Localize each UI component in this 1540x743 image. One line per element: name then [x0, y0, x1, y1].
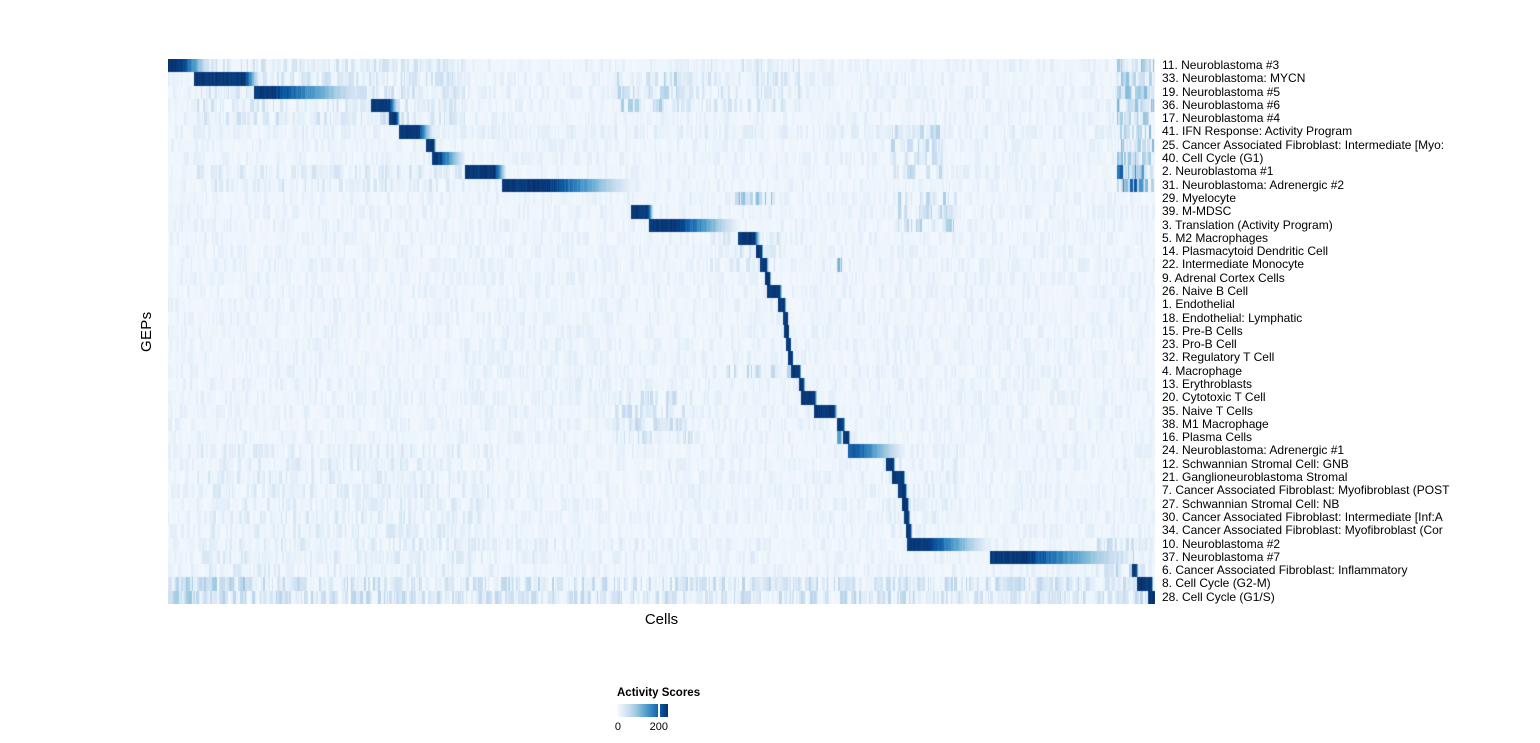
- legend-title: Activity Scores: [617, 687, 701, 699]
- row-label: 37. Neuroblastoma #7: [1162, 550, 1281, 564]
- y-axis-label: GEPs: [138, 311, 155, 353]
- row-label: 8. Cell Cycle (G2-M): [1162, 577, 1271, 591]
- row-label: 26. Naive B Cell: [1162, 284, 1249, 298]
- legend-gradient-bar: [617, 704, 668, 717]
- row-label: 15. Pre-B Cells: [1162, 324, 1243, 338]
- row-label: 40. Cell Cycle (G1): [1162, 152, 1264, 166]
- row-label: 28. Cell Cycle (G1/S): [1162, 590, 1275, 604]
- row-label: 30. Cancer Associated Fibroblast: Interm…: [1162, 510, 1443, 524]
- row-label: 34. Cancer Associated Fibroblast: Myofib…: [1162, 524, 1443, 538]
- row-label: 23. Pro-B Cell: [1162, 338, 1237, 352]
- row-label: 12. Schwannian Stromal Cell: GNB: [1162, 457, 1349, 471]
- heatmap-canvas: [168, 59, 1155, 604]
- row-label: 22. Intermediate Monocyte: [1162, 258, 1305, 272]
- legend-tick-max: 200: [649, 721, 668, 733]
- row-label: 4. Macrophage: [1162, 364, 1243, 378]
- row-label: 17. Neuroblastoma #4: [1162, 112, 1281, 126]
- row-label: 31. Neuroblastoma: Adrenergic #2: [1162, 178, 1345, 192]
- row-label: 35. Naive T Cells: [1162, 404, 1253, 418]
- row-label: 3. Translation (Activity Program): [1162, 218, 1333, 232]
- row-label: 18. Endothelial: Lymphatic: [1162, 311, 1303, 325]
- row-label: 1. Endothelial: [1162, 298, 1235, 312]
- row-label: 27. Schwannian Stromal Cell: NB: [1162, 497, 1340, 511]
- row-label: 32. Regulatory T Cell: [1162, 351, 1275, 365]
- row-label: 2. Neuroblastoma #1: [1162, 165, 1274, 179]
- row-label: 33. Neuroblastoma: MYCN: [1162, 72, 1306, 86]
- row-label: 41. IFN Response: Activity Program: [1162, 125, 1353, 139]
- row-label: 6. Cancer Associated Fibroblast: Inflamm…: [1162, 564, 1408, 578]
- row-labels: 11. Neuroblastoma #3 33. Neuroblastoma: M…: [1162, 59, 1540, 604]
- row-label: 39. M-MDSC: [1162, 205, 1232, 219]
- row-label: 7. Cancer Associated Fibroblast: Myofibr…: [1162, 484, 1450, 498]
- row-label: 11. Neuroblastoma #3: [1162, 59, 1280, 72]
- row-label: 20. Cytotoxic T Cell: [1162, 391, 1266, 405]
- row-label: 24. Neuroblastoma: Adrenergic #1: [1162, 444, 1345, 458]
- row-label: 10. Neuroblastoma #2: [1162, 537, 1281, 551]
- row-label: 5. M2 Macrophages: [1162, 231, 1269, 245]
- x-axis-label: Cells: [644, 611, 679, 628]
- row-label: 38. M1 Macrophage: [1162, 417, 1269, 431]
- row-label: 14. Plasmacytoid Dendritic Cell: [1162, 245, 1329, 259]
- row-label: 9. Adrenal Cortex Cells: [1162, 271, 1285, 285]
- row-label: 16. Plasma Cells: [1162, 431, 1253, 445]
- row-label: 19. Neuroblastoma #5: [1162, 85, 1281, 99]
- row-label: 25. Cancer Associated Fibroblast: Interm…: [1162, 138, 1445, 152]
- activity-scores-legend: Activity Scores 0 200: [614, 687, 737, 739]
- legend-tick-line: [657, 704, 660, 717]
- row-label: 29. Myelocyte: [1162, 191, 1237, 205]
- legend-tick-min: 0: [614, 721, 621, 733]
- row-label: 36. Neuroblastoma #6: [1162, 98, 1281, 112]
- row-label: 21. Ganglioneuroblastoma Stromal: [1162, 471, 1348, 485]
- legend-ticks: 0 200: [614, 721, 697, 735]
- row-label: 13. Erythroblasts: [1162, 378, 1253, 392]
